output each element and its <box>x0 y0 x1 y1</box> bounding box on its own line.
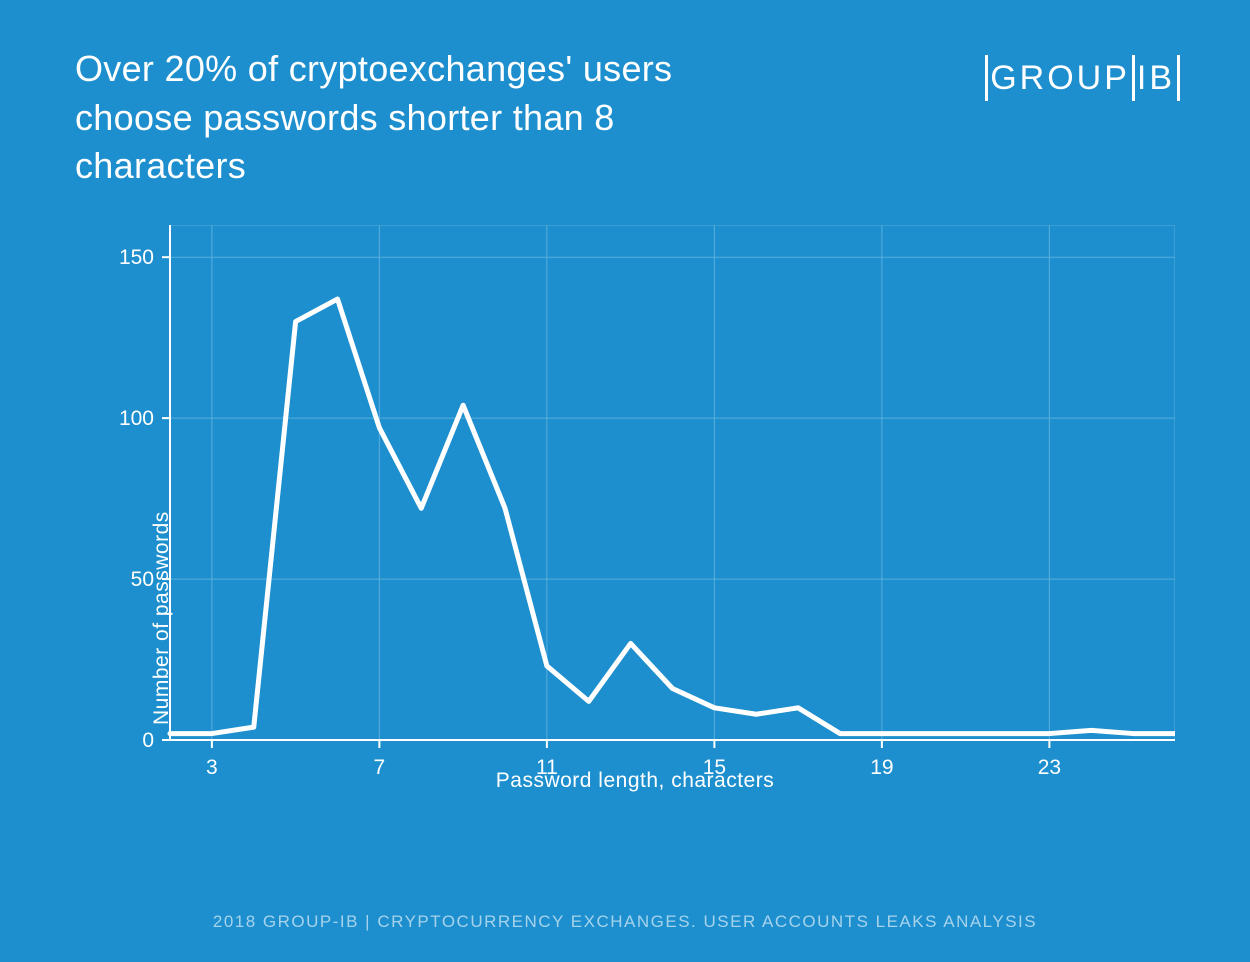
svg-text:0: 0 <box>142 729 154 752</box>
logo-bar-icon <box>1177 55 1180 101</box>
logo-text-1: GROUP <box>988 59 1132 98</box>
footer-caption: 2018 GROUP-IB | CRYPTOCURRENCY EXCHANGES… <box>0 912 1250 932</box>
y-axis-label: Number of passwords <box>150 511 174 725</box>
chart-container: 3711151923050100150 Number of passwords … <box>95 225 1175 865</box>
brand-logo: GROUP IB <box>985 55 1180 101</box>
chart-title: Over 20% of cryptoexchanges' users choos… <box>75 45 775 191</box>
x-axis-label: Password length, characters <box>95 769 1175 793</box>
svg-text:150: 150 <box>119 246 154 269</box>
svg-text:100: 100 <box>119 407 154 430</box>
logo-text-2: IB <box>1135 59 1177 98</box>
